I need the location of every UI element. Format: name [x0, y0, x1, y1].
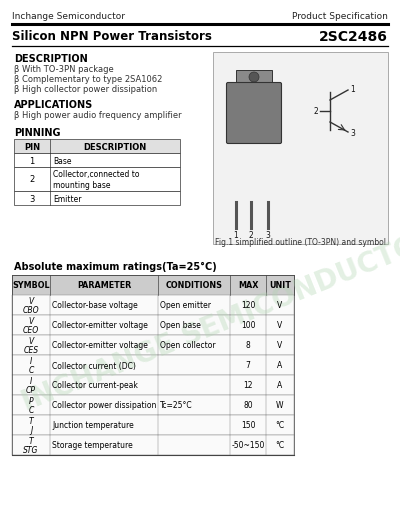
- Text: V
CBO: V CBO: [23, 297, 39, 314]
- Text: Collector-base voltage: Collector-base voltage: [52, 301, 138, 310]
- Bar: [14, 167, 180, 191]
- Bar: [236, 70, 272, 84]
- Bar: [12, 295, 294, 315]
- Text: Collector power dissipation: Collector power dissipation: [52, 401, 156, 410]
- Text: °C: °C: [276, 441, 284, 451]
- Text: A: A: [277, 381, 283, 391]
- Text: β High collector power dissipation: β High collector power dissipation: [14, 85, 157, 94]
- Text: I
CP: I CP: [26, 377, 36, 395]
- Text: Open base: Open base: [160, 322, 201, 330]
- Bar: [12, 315, 294, 335]
- Text: Open emitter: Open emitter: [160, 301, 211, 310]
- Text: 100: 100: [241, 322, 255, 330]
- Text: T
STG: T STG: [23, 437, 39, 455]
- Text: β With TO-3PN package: β With TO-3PN package: [14, 65, 114, 74]
- Text: Silicon NPN Power Transistors: Silicon NPN Power Transistors: [12, 30, 212, 43]
- Text: Tc=25°C: Tc=25°C: [160, 401, 193, 410]
- Text: Inchange Semiconductor: Inchange Semiconductor: [12, 12, 125, 21]
- Text: 2: 2: [249, 231, 253, 240]
- Bar: [12, 335, 294, 355]
- Bar: [14, 191, 180, 205]
- Text: T
J: T J: [29, 418, 33, 435]
- Text: MAX: MAX: [238, 281, 258, 291]
- Text: β High power audio frequency amplifier: β High power audio frequency amplifier: [14, 111, 182, 120]
- Text: Collector current-peak: Collector current-peak: [52, 381, 138, 391]
- Text: CONDITIONS: CONDITIONS: [166, 281, 222, 291]
- Text: -50~150: -50~150: [231, 441, 265, 451]
- Text: PARAMETER: PARAMETER: [77, 281, 131, 291]
- Bar: [12, 375, 294, 395]
- Text: A: A: [277, 362, 283, 370]
- Text: V
CEO: V CEO: [23, 318, 39, 335]
- Text: 3: 3: [266, 231, 270, 240]
- Text: 1: 1: [29, 156, 35, 165]
- Bar: [12, 355, 294, 375]
- Text: 2SC2486: 2SC2486: [319, 30, 388, 44]
- Text: 8: 8: [246, 341, 250, 351]
- Text: Storage temperature: Storage temperature: [52, 441, 133, 451]
- Text: Collector,connected to
mounting base: Collector,connected to mounting base: [53, 170, 140, 190]
- Text: Absolute maximum ratings(Ta=25°C): Absolute maximum ratings(Ta=25°C): [14, 262, 217, 272]
- Text: 120: 120: [241, 301, 255, 310]
- Text: V
CES: V CES: [24, 337, 38, 355]
- Text: 7: 7: [246, 362, 250, 370]
- Bar: [213, 52, 388, 244]
- FancyBboxPatch shape: [226, 82, 282, 143]
- Text: 12: 12: [243, 381, 253, 391]
- Bar: [12, 275, 294, 295]
- Bar: [12, 395, 294, 415]
- Text: 80: 80: [243, 401, 253, 410]
- Text: 2: 2: [29, 176, 35, 184]
- Text: Emitter: Emitter: [53, 194, 82, 204]
- Text: W: W: [276, 401, 284, 410]
- Text: V: V: [277, 322, 283, 330]
- Circle shape: [249, 72, 259, 82]
- Text: 1: 1: [234, 231, 238, 240]
- Text: V: V: [277, 341, 283, 351]
- Text: 2: 2: [313, 107, 318, 116]
- Text: V: V: [277, 301, 283, 310]
- Bar: [12, 435, 294, 455]
- Text: UNIT: UNIT: [269, 281, 291, 291]
- Text: I
C: I C: [28, 357, 34, 375]
- Text: Collector current (DC): Collector current (DC): [52, 362, 136, 370]
- Text: P
C: P C: [28, 397, 34, 414]
- Text: 150: 150: [241, 422, 255, 430]
- Text: Junction temperature: Junction temperature: [52, 422, 134, 430]
- Text: 3: 3: [29, 194, 35, 204]
- Text: PIN: PIN: [24, 142, 40, 151]
- Text: Base: Base: [53, 156, 72, 165]
- Text: β Complementary to type 2SA1062: β Complementary to type 2SA1062: [14, 75, 162, 84]
- Text: Open collector: Open collector: [160, 341, 216, 351]
- Text: 1: 1: [350, 84, 355, 94]
- Text: Collector-emitter voltage: Collector-emitter voltage: [52, 322, 148, 330]
- Text: APPLICATIONS: APPLICATIONS: [14, 100, 93, 110]
- Bar: [14, 139, 180, 153]
- Text: PINNING: PINNING: [14, 128, 60, 138]
- Text: Fig.1 simplified outline (TO-3PN) and symbol: Fig.1 simplified outline (TO-3PN) and sy…: [215, 238, 386, 247]
- Text: 3: 3: [350, 128, 355, 137]
- Text: °C: °C: [276, 422, 284, 430]
- Text: Product Specification: Product Specification: [292, 12, 388, 21]
- Text: Collector-emitter voltage: Collector-emitter voltage: [52, 341, 148, 351]
- Text: INCHANGE SEMICONDUCTOR: INCHANGE SEMICONDUCTOR: [18, 223, 400, 416]
- Text: SYMBOL: SYMBOL: [12, 281, 50, 291]
- Bar: [12, 415, 294, 435]
- Text: DESCRIPTION: DESCRIPTION: [83, 142, 147, 151]
- Text: DESCRIPTION: DESCRIPTION: [14, 54, 88, 64]
- Bar: [14, 153, 180, 167]
